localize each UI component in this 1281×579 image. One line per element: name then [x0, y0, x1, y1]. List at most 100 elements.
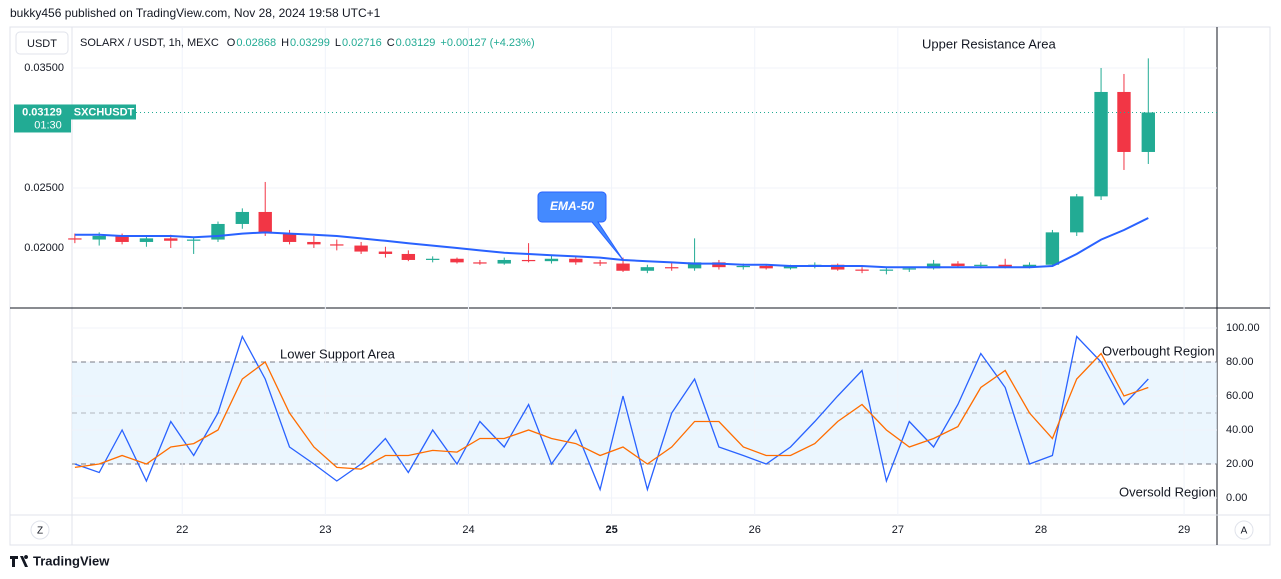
symbol-box	[71, 104, 136, 120]
candle-body	[879, 269, 894, 271]
candle-body	[1094, 91, 1108, 197]
candle-body	[378, 251, 393, 254]
candle-body	[258, 211, 272, 234]
x-tick-label: 24	[462, 524, 474, 536]
candle-body	[186, 239, 201, 241]
last-price-symbol: SXCHUSDT	[74, 106, 135, 118]
x-tick-label: 27	[892, 524, 904, 536]
x-tick-label: 26	[749, 524, 761, 536]
candle-body	[926, 263, 941, 269]
ohlc-value: 0.03129	[396, 37, 436, 49]
currency: USDT	[27, 38, 57, 50]
candle-body	[473, 262, 487, 264]
candle-body	[425, 258, 440, 260]
ohlc-key: H	[281, 37, 289, 49]
candle-body	[759, 265, 773, 269]
candle-body	[1070, 196, 1084, 233]
annotation: Lower Support Area	[280, 346, 396, 361]
candle-body	[497, 259, 511, 264]
candle-body	[235, 211, 250, 224]
publisher: bukky456 published on TradingView.com, N…	[10, 6, 381, 20]
currency-button[interactable]	[15, 31, 69, 55]
auto-label: A	[1241, 526, 1248, 537]
candle-body	[593, 262, 607, 264]
indicator-line	[74, 334, 1149, 492]
price-pane: 0.02000 0.02500 0.03500 EMA-50 0.03129 SXCHUS…	[14, 36, 1217, 275]
candle-body	[1117, 91, 1131, 152]
candle-body	[998, 264, 1012, 268]
x-tick-label: 28	[1035, 524, 1047, 536]
candle-body	[736, 265, 750, 268]
last-price-box	[14, 104, 71, 133]
x-tick-label: 22	[176, 524, 188, 536]
candle-body	[521, 259, 536, 262]
annotation: Overbought Region	[1102, 343, 1215, 358]
y-tick-label: 40.00	[1226, 424, 1254, 436]
change: +0.00127 (+4.23%)	[440, 37, 534, 49]
candle-body	[307, 241, 321, 245]
y-tick-label: 0.02000	[24, 242, 64, 254]
indicator-pane: 0.00 20.00 40.00 60.00 80.00 100.00 22 23 24 25 26…	[72, 28, 1260, 536]
zoom-button[interactable]	[30, 520, 50, 540]
candle-body	[401, 253, 416, 260]
y-tick-label: 60.00	[1226, 390, 1254, 402]
y-tick-label: 100.00	[1226, 322, 1260, 334]
candle-body	[783, 265, 798, 269]
y-tick-label: 0.02500	[24, 182, 64, 194]
countdown: 01:30	[34, 119, 62, 131]
ohlc-value: 0.02868	[236, 37, 276, 49]
candle-body	[92, 235, 106, 240]
ohlc-value: 0.02716	[342, 37, 382, 49]
candle-body	[1022, 264, 1037, 268]
candle-body	[831, 264, 845, 270]
candle-body	[544, 258, 559, 262]
y-tick-label: 0.00	[1226, 492, 1247, 504]
auto-button[interactable]	[1234, 520, 1254, 540]
ohlc-key: O	[227, 37, 236, 49]
symbol: SOLARX / USDT, 1h, MEXC	[80, 37, 219, 49]
ohlc-key: L	[335, 37, 341, 49]
candle-body	[712, 262, 726, 268]
candle-body	[282, 233, 297, 242]
ohlc-value: 0.03299	[290, 37, 330, 49]
candle-body	[450, 258, 464, 263]
candle-body	[951, 263, 965, 266]
x-tick-label: 29	[1178, 524, 1190, 536]
candle-body	[330, 244, 344, 246]
annotation: Upper Resistance Area	[922, 36, 1056, 51]
candle-body	[164, 238, 178, 241]
candle-body	[640, 267, 655, 271]
x-tick-label: 23	[319, 524, 331, 536]
last-price: 0.03129	[22, 106, 62, 118]
candle-body	[855, 269, 869, 271]
y-tick-label: 0.03500	[24, 62, 64, 74]
ema-callout-label: EMA-50	[550, 199, 594, 213]
candle-body	[1141, 112, 1155, 152]
candle-body	[68, 238, 82, 240]
ema-line	[74, 217, 1149, 269]
ohlc-key: C	[387, 37, 395, 49]
candle-body	[902, 268, 916, 270]
candle-body	[974, 264, 988, 266]
candle-body	[687, 262, 702, 269]
footer-brand: TradingView	[33, 553, 110, 568]
y-tick-label: 20.00	[1226, 458, 1254, 470]
indicator-line	[74, 352, 1149, 470]
y-tick-label: 80.00	[1226, 356, 1254, 368]
candle-body	[665, 267, 679, 269]
zoom-label: Z	[37, 526, 43, 537]
candle-body	[354, 245, 368, 252]
candle-body	[569, 258, 583, 263]
x-tick-label: 25	[605, 524, 617, 536]
candle-body	[1045, 232, 1060, 265]
tv-logo	[10, 555, 29, 567]
annotation: Oversold Region	[1119, 484, 1216, 499]
candle-body	[115, 235, 129, 242]
frame	[9, 26, 1271, 546]
candle-body	[139, 238, 154, 242]
candle-body	[616, 263, 630, 271]
ema-callout	[537, 191, 624, 261]
